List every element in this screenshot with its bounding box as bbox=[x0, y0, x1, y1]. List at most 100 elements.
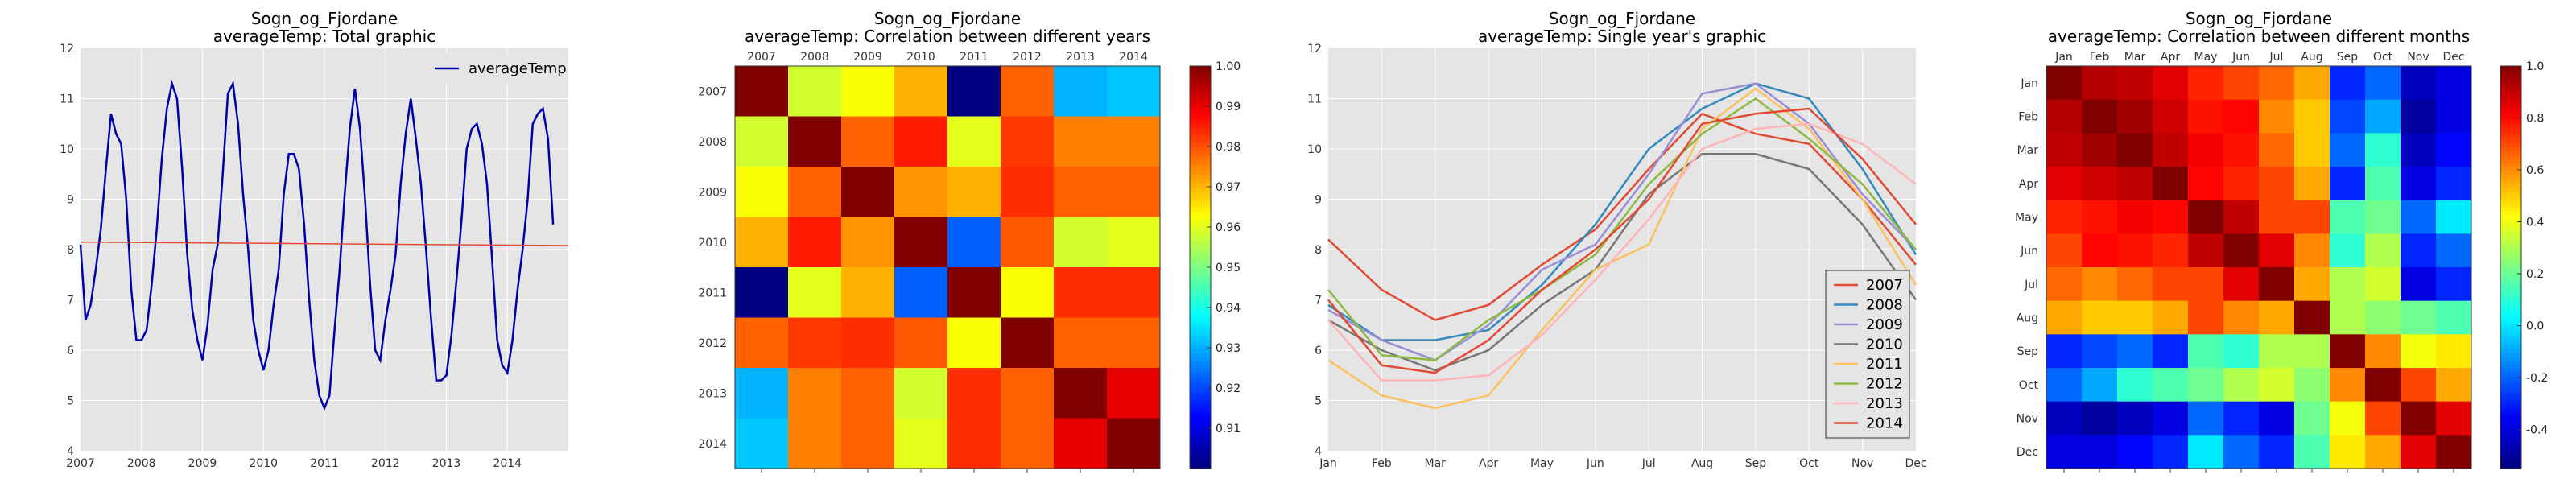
colorbar-band bbox=[2500, 211, 2521, 216]
heatmap-cell bbox=[1054, 167, 1108, 217]
colorbar-tick-label: 0.96 bbox=[1216, 221, 1241, 234]
series-line-2011 bbox=[1327, 87, 1918, 410]
colorbar-band bbox=[1190, 187, 1211, 192]
heatmap-cell bbox=[1107, 66, 1161, 117]
x-tick-label: Jul bbox=[2269, 51, 2284, 64]
heatmap-cell bbox=[2082, 167, 2118, 201]
heatmap-cell bbox=[2436, 66, 2472, 101]
colorbar-band bbox=[1190, 86, 1211, 91]
heatmap-cell bbox=[2294, 233, 2330, 268]
colorbar-band bbox=[1190, 259, 1211, 264]
legend-label: 2008 bbox=[1866, 297, 1903, 314]
colorbar-band bbox=[1190, 464, 1211, 469]
colorbar-band bbox=[2500, 340, 2521, 345]
y-tick-label: 6 bbox=[1315, 345, 1322, 357]
colorbar-band bbox=[2500, 98, 2521, 103]
heatmap-cell bbox=[2294, 401, 2330, 436]
colorbar-band bbox=[1190, 332, 1211, 336]
colorbar-band bbox=[1190, 94, 1211, 99]
heatmap-cell bbox=[788, 66, 842, 117]
heatmap-cell bbox=[2365, 267, 2401, 302]
heatmap-cell bbox=[1107, 317, 1161, 369]
colorbar-band bbox=[2500, 195, 2521, 200]
y-tick-label: 4 bbox=[1315, 445, 1322, 458]
colorbar-band bbox=[1190, 312, 1211, 316]
colorbar-band bbox=[1190, 283, 1211, 288]
colorbar-band bbox=[1190, 98, 1211, 103]
heatmap-cell bbox=[2401, 167, 2437, 201]
heatmap-cell bbox=[2082, 300, 2118, 335]
heatmap-cell bbox=[2365, 300, 2401, 335]
colorbar-band bbox=[1190, 159, 1211, 163]
heatmap-cell bbox=[2294, 200, 2330, 234]
legend-label: 2011 bbox=[1866, 356, 1903, 373]
colorbar-band bbox=[1190, 191, 1211, 196]
heatmap-cell bbox=[2436, 267, 2472, 302]
colorbar-band bbox=[1190, 340, 1211, 345]
colorbar-band bbox=[2500, 368, 2521, 373]
heatmap-cell bbox=[2082, 200, 2118, 234]
colorbar-band bbox=[2500, 138, 2521, 143]
colorbar-band bbox=[2500, 179, 2521, 184]
legend: 2007 2008 2009 2010 2011 2012 2013 2014 bbox=[1825, 270, 1910, 439]
chart-total: 4 5 6 7 8 9 10 11 12 2007 2008 2009 2010 2011 2012 2013… bbox=[60, 9, 569, 470]
x-tick-label: 2010 bbox=[906, 51, 935, 64]
colorbar-band bbox=[2500, 271, 2521, 276]
x-tick-label: 2009 bbox=[188, 457, 217, 470]
heatmap-cell bbox=[2365, 99, 2401, 134]
series-line-2009 bbox=[1327, 82, 1917, 361]
colorbar-tick-label: -0.2 bbox=[2526, 372, 2548, 385]
heatmap-cell bbox=[947, 267, 1001, 318]
heatmap-cell bbox=[2153, 200, 2189, 234]
colorbar-band bbox=[1190, 404, 1211, 409]
heatmap-cell bbox=[1001, 217, 1055, 268]
colorbar-band bbox=[2500, 167, 2521, 171]
chart-months-corr: Jan Jan Feb Feb Mar Mar Apr Apr May May Jun Jun Jul J… bbox=[2015, 9, 2548, 473]
x-tick-label: Apr bbox=[2161, 51, 2180, 64]
colorbar-band bbox=[2500, 464, 2521, 469]
colorbar-band bbox=[1190, 263, 1211, 268]
colorbar-band bbox=[2500, 227, 2521, 232]
x-tick-label: Oct bbox=[1799, 457, 1819, 470]
chart-title: Sogn_og_Fjordane bbox=[251, 9, 398, 28]
colorbar-band bbox=[2500, 126, 2521, 131]
colorbar-tick-label: 0.92 bbox=[1216, 382, 1241, 395]
heatmap-cell bbox=[2223, 401, 2260, 436]
x-tick-label: Jul bbox=[1641, 457, 1656, 470]
heatmap-cell bbox=[1054, 317, 1108, 369]
colorbar-band bbox=[2500, 142, 2521, 147]
legend-label: 2007 bbox=[1866, 277, 1903, 294]
colorbar-band bbox=[2500, 175, 2521, 180]
heatmap-cell bbox=[2117, 300, 2153, 335]
heatmap-cell bbox=[2046, 334, 2083, 369]
heatmap-cell bbox=[2330, 334, 2366, 369]
colorbar-band bbox=[2500, 94, 2521, 99]
heatmap-cell bbox=[735, 418, 789, 469]
heatmap-cell bbox=[2259, 435, 2295, 469]
x-tick-label: 2011 bbox=[310, 457, 339, 470]
heatmap-cell bbox=[841, 66, 895, 117]
heatmap-cell bbox=[894, 217, 948, 268]
colorbar-band bbox=[1190, 130, 1211, 135]
heatmap-cell bbox=[1107, 368, 1161, 419]
colorbar-band bbox=[1190, 368, 1211, 373]
heatmap-cell bbox=[947, 317, 1001, 369]
colorbar-band bbox=[2500, 163, 2521, 167]
colorbar-band bbox=[1190, 247, 1211, 252]
x-tick-label: Aug bbox=[2301, 51, 2322, 64]
colorbar-band bbox=[1190, 82, 1211, 87]
heatmap-cell bbox=[2259, 133, 2295, 167]
colorbar-band bbox=[1190, 364, 1211, 369]
colorbar-band bbox=[1190, 336, 1211, 341]
colorbar-band bbox=[2500, 110, 2521, 115]
x-tick-label: 2012 bbox=[371, 457, 400, 470]
colorbar-band bbox=[2500, 336, 2521, 341]
colorbar-tick-label: 0.98 bbox=[1216, 141, 1241, 154]
heatmap-cell bbox=[2436, 99, 2472, 134]
heatmap-cell bbox=[1054, 217, 1108, 268]
colorbar-band bbox=[2500, 151, 2521, 155]
heatmap-cell bbox=[1001, 267, 1055, 318]
x-tick-label: May bbox=[2194, 51, 2218, 64]
colorbar-tick-label: 1.00 bbox=[1216, 60, 1241, 73]
colorbar-band bbox=[1190, 199, 1211, 204]
